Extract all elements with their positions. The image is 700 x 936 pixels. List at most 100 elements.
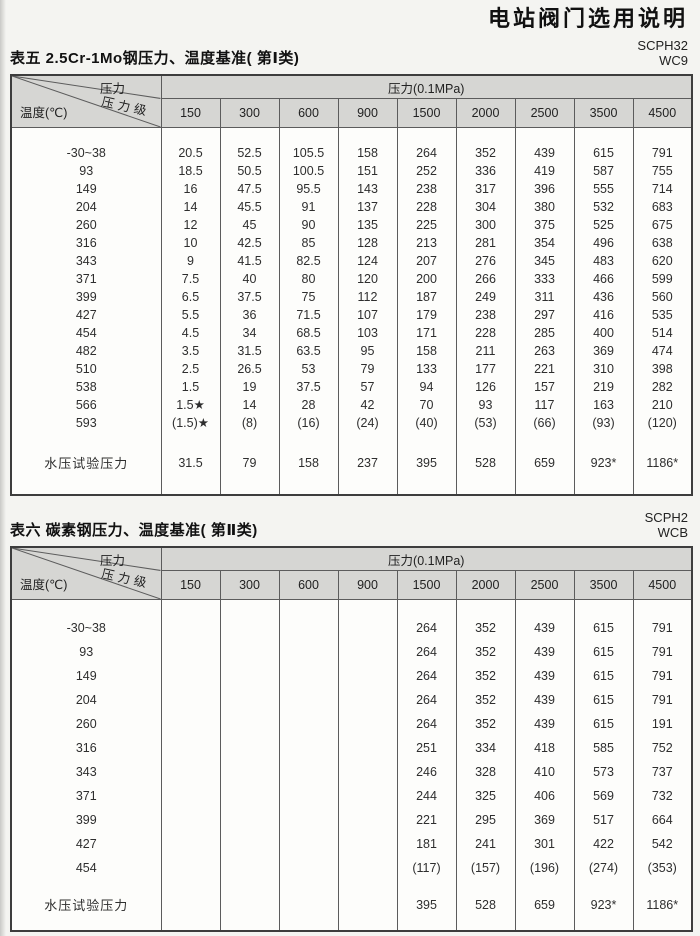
value-cell	[278, 832, 339, 856]
value-cell: 325	[455, 784, 516, 808]
value-cell: 14	[160, 198, 221, 216]
value-cell: 34	[219, 324, 280, 342]
value-cell: 439	[514, 616, 575, 640]
value-cell: 311	[514, 288, 575, 306]
value-cell: (8)	[219, 414, 280, 432]
value-cell: 791	[632, 664, 693, 688]
temperature-label: 温度(℃)	[20, 106, 68, 120]
value-cell: (16)	[278, 414, 339, 432]
value-cell: 439	[514, 688, 575, 712]
value-cell: 620	[632, 252, 693, 270]
value-cell: 93	[455, 396, 516, 414]
pressure-class-header: 2000	[455, 570, 516, 600]
temperature-cell: -30~38	[10, 144, 162, 162]
value-cell: 238	[396, 180, 457, 198]
value-cell: 249	[455, 288, 516, 306]
value-cell: 200	[396, 270, 457, 288]
doc-title: 电站阀门选用说明	[487, 6, 688, 31]
value-cell	[219, 856, 280, 880]
value-cell: 419	[514, 162, 575, 180]
value-cell: 791	[632, 640, 693, 664]
temperature-cell: 427	[10, 306, 162, 324]
table6-material-grades: SCPH2 WCB	[645, 510, 692, 540]
value-cell: 732	[632, 784, 693, 808]
value-cell: 57	[337, 378, 398, 396]
value-cell	[219, 616, 280, 640]
value-cell: 615	[573, 144, 634, 162]
spacer-cell	[632, 127, 693, 144]
temperature-cell: 510	[10, 360, 162, 378]
table6-body: -30~38 264 352 439 615 791 93 264 352 439 615 791 14…	[10, 599, 693, 931]
spacer-cell	[337, 599, 398, 616]
pressure-class-header: 1500	[396, 98, 457, 128]
hydro-test-value: 528	[455, 880, 516, 931]
temperature-cell: 343	[10, 252, 162, 270]
value-cell: 71.5	[278, 306, 339, 324]
value-cell	[337, 784, 398, 808]
value-cell: 94	[396, 378, 457, 396]
value-cell: 252	[396, 162, 457, 180]
table-row: 538 1.5 19 37.5 57 94 126 157 219 282	[10, 378, 693, 396]
spacer-cell	[337, 127, 398, 144]
pressure-class-header: 4500	[632, 570, 693, 600]
value-cell: 31.5	[219, 342, 280, 360]
value-cell: 143	[337, 180, 398, 198]
temperature-cell: -30~38	[10, 616, 162, 640]
value-cell: 228	[396, 198, 457, 216]
value-cell: 70	[396, 396, 457, 414]
value-cell: 246	[396, 760, 457, 784]
value-cell: (157)	[455, 856, 516, 880]
hydro-test-value: 79	[219, 432, 280, 495]
value-cell: 466	[573, 270, 634, 288]
pressure-unit-header: 压力(0.1MPa)	[160, 546, 693, 571]
value-cell: 79	[337, 360, 398, 378]
value-cell	[278, 856, 339, 880]
temperature-cell: 593	[10, 414, 162, 432]
temperature-cell: 371	[10, 270, 162, 288]
temperature-label: 温度(℃)	[20, 578, 68, 592]
diagonal-header-cell: 压力 压力级 温度(℃)	[10, 74, 162, 128]
value-cell: 380	[514, 198, 575, 216]
material-grade-astm: WCB	[657, 525, 688, 540]
value-cell	[160, 856, 221, 880]
hydro-test-value	[160, 880, 221, 931]
value-cell: 297	[514, 306, 575, 324]
table-row: 371 244 325 406 569 732	[10, 784, 693, 808]
table-row: 204 264 352 439 615 791	[10, 688, 693, 712]
value-cell: 221	[396, 808, 457, 832]
value-cell: (66)	[514, 414, 575, 432]
spacer-row	[10, 599, 693, 616]
value-cell: 675	[632, 216, 693, 234]
pressure-class-header: 2500	[514, 570, 575, 600]
value-cell: 369	[514, 808, 575, 832]
pressure-class-header: 2000	[455, 98, 516, 128]
value-cell	[219, 664, 280, 688]
value-cell: 19	[219, 378, 280, 396]
value-cell	[160, 808, 221, 832]
temperature-cell: 371	[10, 784, 162, 808]
temperature-cell: 316	[10, 234, 162, 252]
value-cell: 36	[219, 306, 280, 324]
hydro-test-value: 158	[278, 432, 339, 495]
value-cell	[337, 760, 398, 784]
table6-caption-row: 表六 碳素钢压力、温度基准( 第Ⅱ类) SCPH2 WCB	[10, 510, 692, 540]
value-cell: 20.5	[160, 144, 221, 162]
spacer-cell	[160, 127, 221, 144]
value-cell: 375	[514, 216, 575, 234]
value-cell: 95	[337, 342, 398, 360]
value-cell: (120)	[632, 414, 693, 432]
pressure-class-row: 150 300 600 900 1500 2000 2500 3500 4500	[11, 98, 693, 128]
value-cell	[278, 712, 339, 736]
hydro-test-value: 395	[396, 880, 457, 931]
spacer-cell	[10, 127, 162, 144]
value-cell: 16	[160, 180, 221, 198]
value-cell: 6.5	[160, 288, 221, 306]
value-cell: 439	[514, 640, 575, 664]
spacer-row	[10, 127, 693, 144]
table-row: 399 221 295 369 517 664	[10, 808, 693, 832]
value-cell: 615	[573, 688, 634, 712]
value-cell: 300	[455, 216, 516, 234]
value-cell: 328	[455, 760, 516, 784]
value-cell: 47.5	[219, 180, 280, 198]
temperature-cell: 93	[10, 162, 162, 180]
